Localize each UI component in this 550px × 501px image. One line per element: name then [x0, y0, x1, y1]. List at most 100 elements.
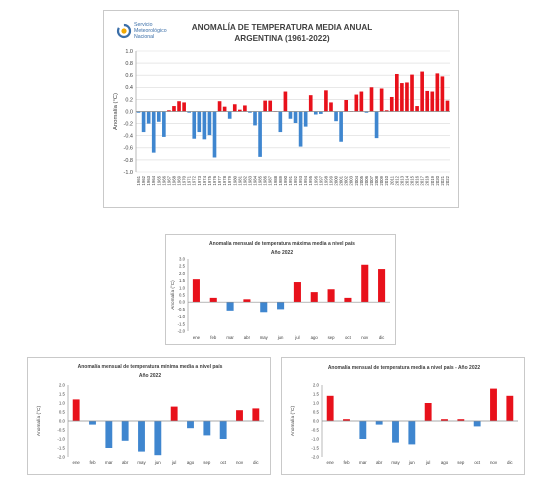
- x-tick-label: 1967: [166, 175, 171, 185]
- bar: [217, 101, 222, 112]
- logo-text-line1: Servicio: [134, 22, 153, 28]
- x-tick-label: 2015: [410, 175, 415, 185]
- bar: [226, 302, 234, 311]
- x-tick-label: oct: [345, 335, 352, 340]
- logo-ring: [116, 23, 132, 39]
- monthly-min-chart: Anomalía mensual de temperatura mínima m…: [27, 357, 271, 475]
- bar: [308, 95, 313, 112]
- x-tick-label: 2008: [374, 175, 379, 185]
- bar: [441, 419, 448, 421]
- y-tick-label: -1.5: [311, 446, 319, 451]
- y-tick-label: 0.4: [125, 85, 133, 91]
- bar: [248, 111, 252, 113]
- bar: [232, 104, 237, 112]
- x-tick-label: 1984: [253, 175, 258, 185]
- x-tick-label: 1996: [313, 175, 318, 185]
- y-tick-label: 0.5: [179, 293, 186, 298]
- x-tick-label: 1980: [232, 175, 237, 185]
- x-tick-label: 2007: [369, 175, 374, 185]
- y-tick-label: 1.0: [313, 401, 320, 406]
- bar: [410, 74, 414, 112]
- bar: [177, 101, 181, 112]
- y-tick-label: -1.5: [57, 446, 65, 451]
- bar: [192, 111, 197, 139]
- y-tick-label: 0.0: [179, 300, 186, 305]
- bar: [334, 111, 338, 122]
- y-tick-label: 2.0: [59, 383, 66, 388]
- x-tick-label: 1977: [217, 175, 222, 185]
- x-tick-label: dic: [379, 335, 385, 340]
- bar: [369, 87, 374, 112]
- x-tick-label: sep: [203, 460, 211, 465]
- bar: [293, 111, 298, 123]
- x-tick-label: 1983: [247, 175, 252, 185]
- bar: [154, 421, 162, 456]
- x-tick-label: 1965: [156, 175, 161, 185]
- y-tick-label: -0.5: [178, 307, 186, 312]
- x-tick-label: 1969: [177, 175, 182, 185]
- x-tick-label: mar: [226, 335, 234, 340]
- y-tick-label: -1.0: [57, 437, 65, 442]
- x-tick-label: 2001: [339, 175, 344, 185]
- bar: [253, 111, 257, 126]
- x-tick-label: ene: [193, 335, 201, 340]
- x-tick-label: jun: [408, 460, 415, 465]
- bar: [252, 408, 260, 421]
- x-tick-label: 2010: [384, 175, 389, 185]
- x-tick-label: 1986: [263, 175, 268, 185]
- x-tick-label: 1964: [151, 175, 156, 185]
- y-tick-label: 1.5: [59, 392, 66, 397]
- bar: [263, 100, 267, 112]
- x-tick-label: jul: [294, 335, 299, 340]
- y-tick-label: 2.0: [179, 271, 186, 276]
- bar: [359, 421, 367, 439]
- bar: [506, 395, 514, 421]
- y-tick-label: 0.0: [125, 109, 133, 115]
- x-tick-label: sep: [328, 335, 336, 340]
- y-tick-label: 3.0: [179, 257, 186, 262]
- x-tick-label: 2000: [334, 175, 339, 185]
- logo-text-line2: Meteorológico: [134, 28, 167, 34]
- y-tick-label: 0.5: [313, 410, 320, 415]
- x-tick-label: 1962: [141, 175, 146, 185]
- y-axis-label: Anomalía (°C): [170, 280, 175, 310]
- bar: [192, 279, 200, 303]
- bar: [209, 297, 217, 303]
- bar: [310, 292, 318, 303]
- x-tick-label: 2021: [440, 175, 445, 185]
- x-tick-label: may: [260, 335, 269, 340]
- bar: [187, 421, 194, 429]
- bar: [379, 88, 384, 112]
- y-tick-label: -2.0: [311, 455, 319, 460]
- x-tick-label: 2006: [364, 175, 369, 185]
- chart-title: Anomalía mensual de temperatura máxima m…: [209, 241, 355, 247]
- bar: [167, 110, 171, 112]
- y-tick-label: -1.0: [311, 437, 319, 442]
- y-tick-label: 1.5: [179, 278, 186, 283]
- x-tick-label: 1995: [308, 175, 313, 185]
- bar: [329, 102, 333, 112]
- x-tick-label: 1970: [182, 175, 187, 185]
- x-tick-label: abr: [244, 335, 251, 340]
- y-tick-label: -0.8: [124, 158, 133, 164]
- x-tick-label: 1997: [318, 175, 323, 185]
- bar: [203, 421, 211, 436]
- annual-anomaly-svg: ANOMALÍA DE TEMPERATURA MEDIA ANUAL ARGEN…: [113, 22, 450, 186]
- x-tick-label: 1999: [328, 175, 333, 185]
- bar: [457, 419, 465, 421]
- x-tick-label: 1973: [197, 175, 202, 185]
- bar: [151, 111, 156, 153]
- x-tick-label: 1990: [283, 175, 288, 185]
- y-tick-label: 2.0: [313, 383, 320, 388]
- y-tick-label: 1.0: [179, 285, 186, 290]
- bar: [440, 76, 445, 112]
- x-tick-label: 1968: [171, 175, 176, 185]
- x-tick-label: 1961: [136, 175, 141, 185]
- x-tick-label: jun: [154, 460, 161, 465]
- x-tick-label: 2012: [394, 175, 399, 185]
- x-tick-label: 1987: [268, 175, 273, 185]
- y-axis-label: Anomalía (°C): [290, 406, 296, 437]
- y-tick-label: 2.5: [179, 264, 186, 269]
- x-tick-label: 2002: [344, 175, 349, 185]
- bar: [278, 111, 283, 133]
